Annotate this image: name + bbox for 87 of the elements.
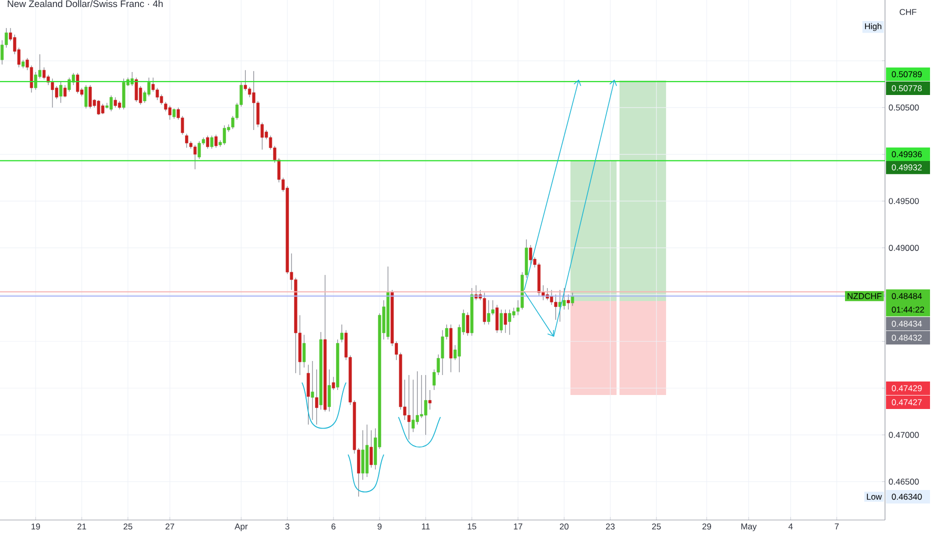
ref-line-label: 0.48484 xyxy=(892,293,922,300)
candlestick xyxy=(340,324,344,343)
x-tick-label: 17 xyxy=(514,524,522,530)
candlestick xyxy=(63,84,67,98)
candlestick xyxy=(570,292,574,306)
x-tick-label: 15 xyxy=(468,524,476,530)
annotation: High xyxy=(865,23,882,31)
candlestick xyxy=(500,309,503,334)
y-tick-label: 0.46500 xyxy=(888,478,919,485)
candlestick xyxy=(315,369,318,425)
y-tick-label: 0.49500 xyxy=(888,198,919,204)
candlestick xyxy=(440,330,444,376)
text: 0.46340 xyxy=(892,494,922,500)
ref-line-label: 0.49932 xyxy=(892,164,922,170)
candlestick xyxy=(512,307,516,318)
candlestick xyxy=(252,70,256,130)
candlestick xyxy=(302,334,306,368)
x-tick-label: 6 xyxy=(332,524,336,530)
candlestick xyxy=(424,374,428,436)
candlestick xyxy=(412,379,415,432)
x-tick-label: 4 xyxy=(788,524,793,530)
y-tick-label: 0.49000 xyxy=(888,244,919,251)
candlestick xyxy=(76,72,80,94)
candlestick xyxy=(332,376,335,390)
candlestick xyxy=(185,133,188,148)
x-tick-label: 29 xyxy=(702,524,712,530)
candlestick xyxy=(370,430,373,468)
candlestick xyxy=(487,300,490,325)
candlestick xyxy=(206,135,210,149)
candlestick xyxy=(34,72,38,90)
candlestick xyxy=(168,105,172,120)
text: CHF xyxy=(900,9,916,15)
x-tick-label: Apr xyxy=(234,524,248,532)
annotation: NZDCHF xyxy=(848,293,882,300)
x-tick-label: 9 xyxy=(378,524,382,530)
candlestick xyxy=(529,244,532,265)
candlestick xyxy=(361,430,364,480)
candlestick xyxy=(101,104,104,114)
x-tick-label: 21 xyxy=(78,524,86,530)
text: 0.48434 xyxy=(892,320,922,327)
candlestick xyxy=(416,371,419,425)
x-tick-label: 7 xyxy=(834,524,839,530)
candlestick xyxy=(114,97,117,108)
candlestick xyxy=(482,292,486,325)
candlestick xyxy=(84,84,88,109)
candlestick xyxy=(328,369,331,412)
candlestick xyxy=(554,294,558,320)
x-tick-label: 27 xyxy=(166,524,174,530)
x-tick-label: 19 xyxy=(32,524,40,530)
text: 0.50789 xyxy=(892,71,922,78)
x-tick-label: 25 xyxy=(124,524,132,530)
x-tick-label: 23 xyxy=(606,524,615,530)
candlestick xyxy=(210,135,214,149)
annotation: Low xyxy=(866,494,882,500)
candlestick xyxy=(68,77,71,92)
x-tick-label: 11 xyxy=(422,524,430,530)
candlestick xyxy=(88,84,92,109)
candlestick xyxy=(156,88,159,100)
text: 0.49936 xyxy=(892,151,922,158)
candlestick xyxy=(466,312,470,336)
candlestick xyxy=(566,294,570,310)
candlestick xyxy=(407,374,410,440)
text: 01:44:22 xyxy=(892,306,924,313)
candlestick xyxy=(306,364,310,425)
candlestick xyxy=(496,304,499,334)
x-tick-label: 3 xyxy=(285,524,290,530)
candlestick xyxy=(134,77,138,102)
candlestick xyxy=(310,360,314,420)
text: 0.47429 xyxy=(892,385,922,392)
candlestick xyxy=(59,81,62,104)
candlestick xyxy=(164,102,168,112)
candlestick xyxy=(214,134,218,148)
x-tick-label: 25 xyxy=(652,524,661,530)
chart-title: New Zealand Dollar/Swiss Franc · 4h xyxy=(8,0,163,8)
text: 0.48432 xyxy=(892,334,922,341)
y-tick-label: 0.50500 xyxy=(888,104,919,111)
candlestick xyxy=(172,108,176,120)
candlestick xyxy=(42,67,46,80)
x-tick-label: 20 xyxy=(560,524,569,530)
text: 0.47427 xyxy=(892,399,922,406)
ref-line-label: 0.50778 xyxy=(892,85,922,92)
candlestick xyxy=(198,140,201,160)
candlestick xyxy=(504,309,507,334)
x-tick-label: May xyxy=(741,524,757,532)
candlestick xyxy=(428,390,432,410)
candlestick xyxy=(508,309,512,336)
y-tick-label: 0.47000 xyxy=(888,432,919,438)
